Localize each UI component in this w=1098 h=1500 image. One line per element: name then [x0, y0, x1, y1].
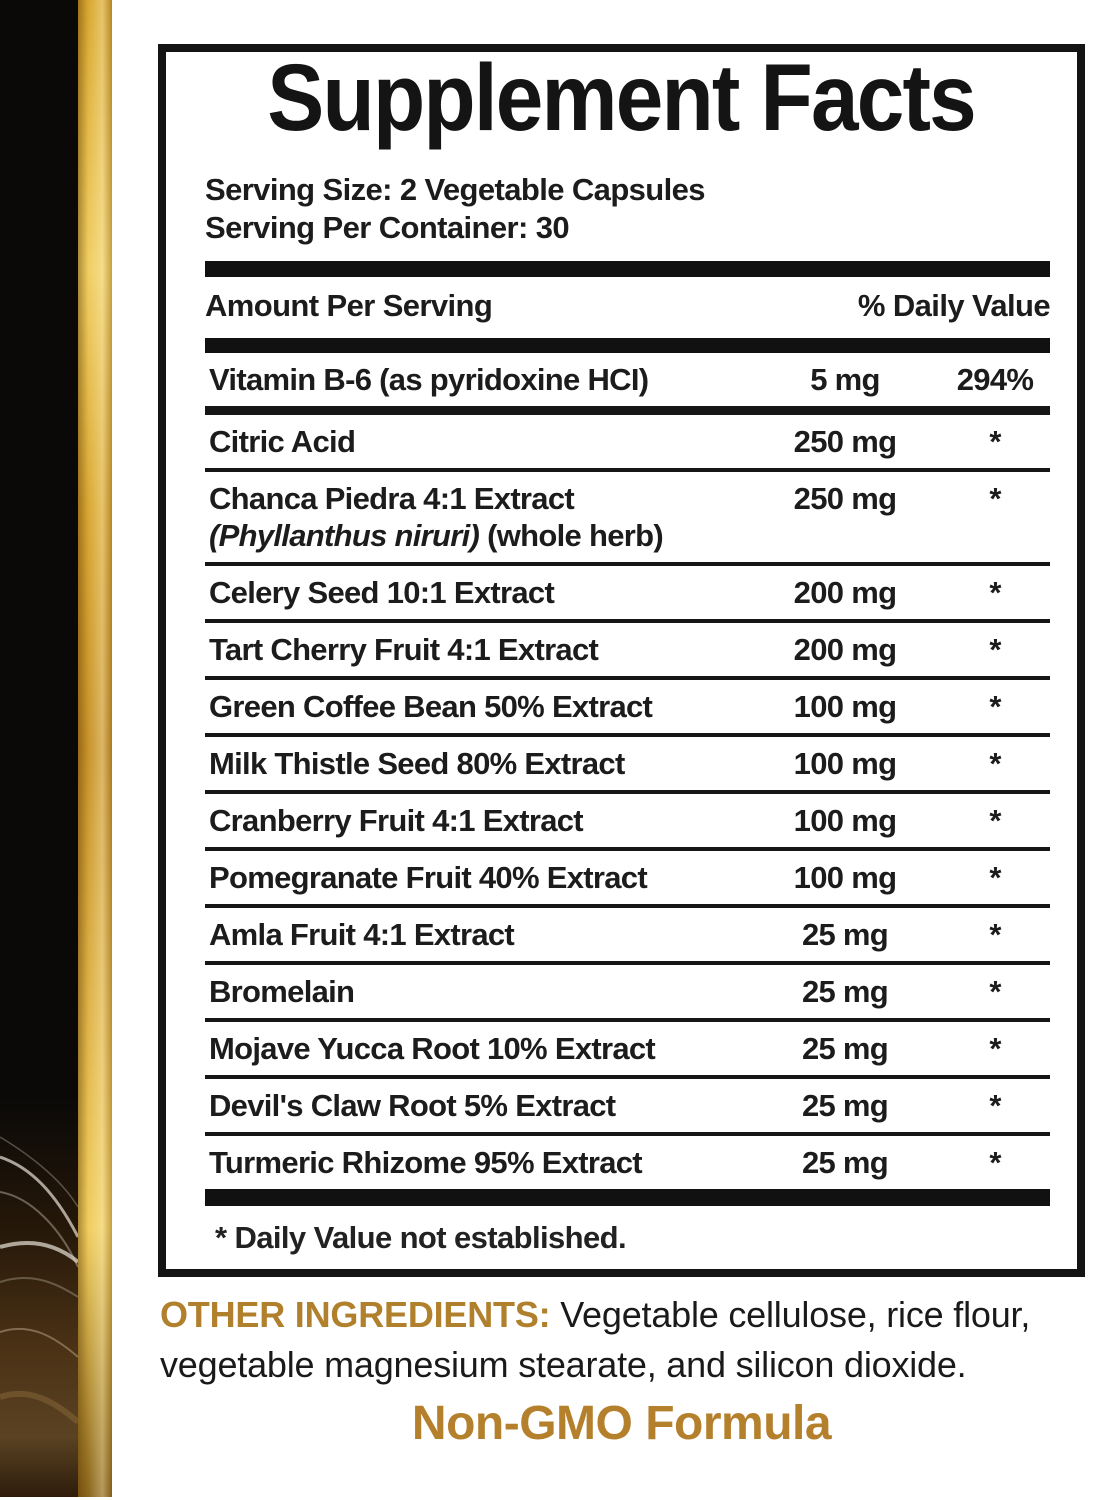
ingredient-dv: *	[989, 860, 1001, 895]
ingredient-amount: 25 mg	[801, 917, 889, 952]
ingredient-dv: *	[989, 917, 1001, 952]
table-row: Green Coffee Bean 50% Extract 100 mg *	[205, 680, 1050, 737]
ingredient-name: Tart Cherry Fruit 4:1 Extract	[209, 632, 599, 667]
column-header-row: Amount Per Serving % Daily Value	[205, 288, 1051, 324]
table-row: Mojave Yucca Root 10% Extract 25 mg *	[205, 1022, 1050, 1079]
ingredient-dv: *	[989, 632, 1001, 667]
table-row: Celery Seed 10:1 Extract 200 mg *	[205, 566, 1050, 623]
ingredient-name: Amla Fruit 4:1 Extract	[209, 917, 515, 952]
ingredient-name: Celery Seed 10:1 Extract	[209, 575, 555, 610]
table-row: Amla Fruit 4:1 Extract 25 mg *	[205, 908, 1050, 965]
ingredient-dv: *	[989, 424, 1001, 459]
ingredient-name: Milk Thistle Seed 80% Extract	[209, 746, 625, 781]
ingredient-amount: 250 mg	[793, 424, 897, 459]
table-row: Vitamin B-6 (as pyridoxine HCI) 5 mg 294…	[205, 353, 1050, 415]
serving-size-line: Serving Size: 2 Vegetable Capsules	[205, 172, 706, 207]
serving-info: Serving Size: 2 Vegetable Capsules Servi…	[205, 171, 706, 247]
table-row: Cranberry Fruit 4:1 Extract 100 mg *	[205, 794, 1050, 851]
other-ingredients-text: OTHER INGREDIENTS: Vegetable cellulose, …	[160, 1290, 1098, 1390]
table-row: Turmeric Rhizome 95% Extract 25 mg *	[205, 1136, 1050, 1189]
gold-strip	[78, 0, 112, 1497]
ingredient-name: Pomegranate Fruit 40% Extract	[209, 860, 648, 895]
ingredient-amount: 25 mg	[801, 1145, 889, 1180]
ingredient-dv: *	[989, 689, 1001, 724]
ingredient-amount: 25 mg	[801, 1088, 889, 1123]
left-black-strip	[0, 0, 78, 1497]
ingredient-name: Vitamin B-6 (as pyridoxine HCI)	[209, 362, 649, 397]
separator-bar-header	[205, 338, 1050, 353]
ingredient-amount: 25 mg	[801, 974, 889, 1009]
amount-per-serving-header: Amount Per Serving	[205, 288, 493, 323]
other-ingredients-body: Vegetable cellulose, rice flour, vegetab…	[160, 1294, 1031, 1385]
supplement-facts-panel: Supplement Facts Serving Size: 2 Vegetab…	[158, 44, 1085, 1277]
ingredient-amount: 100 mg	[793, 803, 897, 838]
table-row: Citric Acid 250 mg *	[205, 415, 1050, 472]
table-row: Chanca Piedra 4:1 Extract (Phyllanthus n…	[205, 472, 1050, 566]
supplement-facts-title: Supplement Facts	[267, 45, 977, 151]
table-row: Bromelain 25 mg *	[205, 965, 1050, 1022]
table-row: Devil's Claw Root 5% Extract 25 mg *	[205, 1079, 1050, 1136]
ingredient-name: Turmeric Rhizome 95% Extract	[209, 1145, 643, 1180]
ingredient-amount: 100 mg	[793, 746, 897, 781]
ingredient-amount: 100 mg	[793, 860, 897, 895]
ingredient-amount: 200 mg	[793, 575, 897, 610]
ingredient-dv: *	[989, 575, 1001, 610]
separator-bar-top	[205, 261, 1050, 277]
servings-per-container-line: Serving Per Container: 30	[205, 210, 570, 245]
separator-bar-bottom	[205, 1189, 1050, 1206]
ingredient-dv: *	[989, 974, 1001, 1009]
ingredient-dv: *	[989, 1088, 1001, 1123]
non-gmo-text: Non-GMO Formula	[411, 1397, 832, 1450]
table-row: Milk Thistle Seed 80% Extract 100 mg *	[205, 737, 1050, 794]
ingredient-name: Bromelain	[209, 974, 355, 1009]
ingredient-dv: *	[989, 746, 1001, 781]
ingredient-name: Devil's Claw Root 5% Extract	[209, 1088, 616, 1123]
ingredient-dv: *	[989, 481, 1001, 516]
ingredient-dv: 294%	[956, 362, 1034, 397]
other-ingredients-label: OTHER INGREDIENTS:	[160, 1294, 551, 1335]
ingredient-amount: 25 mg	[801, 1031, 889, 1066]
table-row: Tart Cherry Fruit 4:1 Extract 200 mg *	[205, 623, 1050, 680]
ingredient-name: Chanca Piedra 4:1 Extract (Phyllanthus n…	[209, 481, 664, 553]
ingredient-amount: 200 mg	[793, 632, 897, 667]
table-row: Pomegranate Fruit 40% Extract 100 mg *	[205, 851, 1050, 908]
facts-rows: Vitamin B-6 (as pyridoxine HCI) 5 mg 294…	[205, 353, 1050, 1206]
ingredient-amount: 5 mg	[810, 362, 880, 397]
ingredient-name: Cranberry Fruit 4:1 Extract	[209, 803, 584, 838]
ingredient-amount: 250 mg	[793, 481, 897, 516]
ingredient-name: Citric Acid	[209, 424, 356, 459]
ingredient-name: Mojave Yucca Root 10% Extract	[209, 1031, 656, 1066]
ingredient-name: Green Coffee Bean 50% Extract	[209, 689, 653, 724]
ingredient-dv: *	[989, 803, 1001, 838]
daily-value-header: % Daily Value	[857, 288, 1051, 323]
silk-texture-image	[0, 1097, 78, 1497]
ingredient-amount: 100 mg	[793, 689, 897, 724]
daily-value-footnote: * Daily Value not established.	[215, 1220, 627, 1255]
ingredient-dv: *	[989, 1031, 1001, 1066]
ingredient-dv: *	[989, 1145, 1001, 1180]
